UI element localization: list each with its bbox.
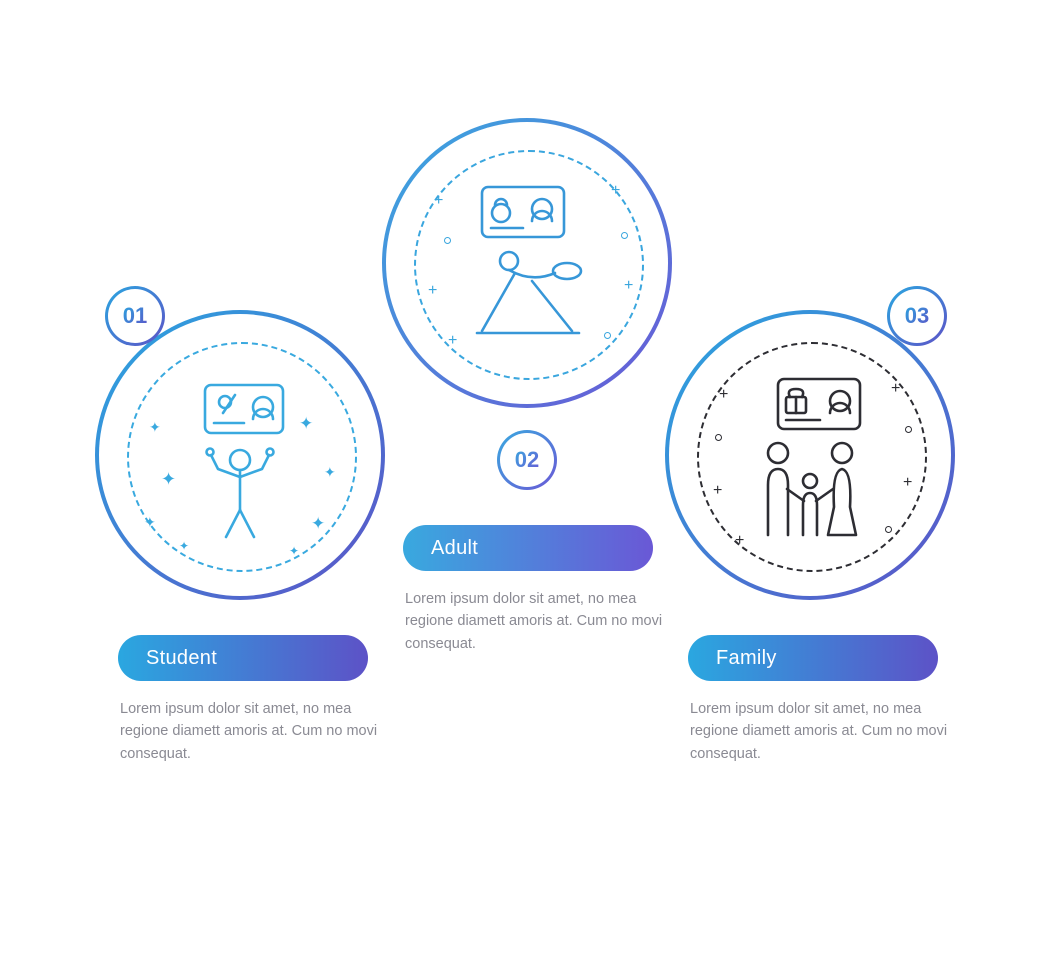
description-text: Lorem ipsum dolor sit amet, no mea regio… [690, 698, 950, 765]
step-number-badge: 01 [105, 286, 165, 346]
plus-icon: + [428, 282, 437, 300]
outer-circle: + + + + + [382, 118, 672, 408]
step-number-badge: 03 [887, 286, 947, 346]
description-text: Lorem ipsum dolor sit amet, no mea regio… [120, 698, 380, 765]
student-icon [150, 365, 330, 545]
step-number: 01 [123, 303, 147, 329]
title-label: Student [146, 647, 217, 670]
plus-icon: + [624, 277, 633, 295]
title-pill: Family [688, 635, 938, 681]
title-label: Family [716, 647, 777, 670]
description-text: Lorem ipsum dolor sit amet, no mea regio… [405, 588, 665, 655]
sparkle-icon: ✦ [289, 544, 299, 558]
step-number-badge: 02 [497, 430, 557, 490]
title-pill: Adult [403, 525, 653, 571]
dot-icon [621, 232, 628, 239]
infographic-stage: ✦ ✦ ✦ ✦ ✦ ✦ ✦ ✦ [0, 0, 1050, 980]
step-number: 03 [905, 303, 929, 329]
adult-icon [437, 173, 617, 353]
outer-circle: ✦ ✦ ✦ ✦ ✦ ✦ ✦ ✦ [95, 310, 385, 600]
dot-icon [905, 426, 912, 433]
step-number: 02 [515, 447, 539, 473]
plus-icon: + [903, 474, 912, 492]
title-pill: Student [118, 635, 368, 681]
outer-circle: + + + + + [665, 310, 955, 600]
title-label: Adult [431, 537, 478, 560]
family-icon [720, 365, 900, 545]
